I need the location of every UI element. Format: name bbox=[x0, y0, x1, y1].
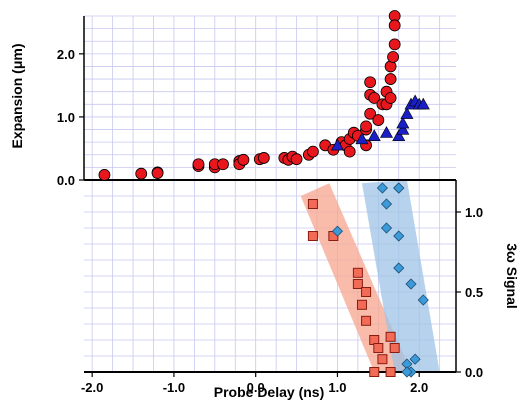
circle-point bbox=[217, 158, 229, 171]
circle-point bbox=[364, 107, 377, 120]
circle-point bbox=[135, 167, 148, 180]
circle-point bbox=[364, 76, 377, 89]
diamond-point bbox=[380, 222, 393, 234]
circle-point bbox=[98, 169, 111, 181]
circle-point bbox=[151, 167, 164, 179]
square-point bbox=[352, 267, 363, 278]
square-point bbox=[389, 343, 400, 353]
triangle-point bbox=[416, 97, 430, 110]
x-tick-label: -2.0 bbox=[81, 380, 103, 395]
diamond-point bbox=[409, 353, 421, 365]
y-top-tick-label: 0.0 bbox=[57, 173, 75, 188]
circle-point bbox=[257, 152, 270, 164]
square-point bbox=[385, 367, 396, 377]
triangle-point bbox=[379, 126, 394, 138]
x-tick-label: -1.0 bbox=[163, 380, 185, 395]
y-top-tick-label: 1.0 bbox=[57, 110, 75, 125]
circle-point bbox=[388, 19, 401, 32]
y-bottom-tick-label: 0.0 bbox=[465, 365, 483, 380]
y-axis-label-top: Expansion (μm) bbox=[9, 43, 25, 148]
square-point bbox=[307, 199, 318, 209]
circle-point bbox=[360, 120, 372, 133]
circle-point bbox=[384, 92, 397, 104]
chart-axes bbox=[79, 16, 461, 377]
diamond-point bbox=[401, 366, 413, 378]
triangle-point bbox=[355, 132, 369, 145]
circle-point bbox=[343, 145, 356, 158]
circle-point bbox=[388, 38, 401, 51]
diamond-point bbox=[380, 198, 393, 210]
x-axis-label: Probe Delay (ns) bbox=[214, 384, 324, 400]
diamond-point bbox=[417, 294, 429, 306]
square-point bbox=[361, 287, 372, 297]
circle-point bbox=[307, 145, 319, 158]
diamond-point bbox=[393, 182, 405, 194]
tick-labels: -2.0 -1.0 0.0 1.0 2.0 0.0 1.0 2.0 0.0 0.5 1.0 bbox=[57, 47, 483, 395]
triangle-point bbox=[367, 129, 381, 141]
circle-point bbox=[387, 51, 399, 63]
x-tick-label: 0.0 bbox=[247, 380, 265, 395]
square-point bbox=[385, 331, 396, 342]
square-point bbox=[361, 315, 372, 326]
diamond-point bbox=[376, 182, 388, 194]
x-tick-label: 2.0 bbox=[410, 380, 428, 395]
diamond-point bbox=[393, 262, 405, 274]
square-point bbox=[356, 299, 367, 310]
diamond-point bbox=[331, 225, 344, 237]
diamond-point bbox=[405, 278, 417, 290]
y-top-tick-label: 2.0 bbox=[57, 47, 75, 62]
y-axis-label-bottom: 3ω Signal bbox=[504, 243, 520, 309]
circle-point bbox=[192, 158, 205, 171]
triangle-point bbox=[400, 107, 414, 119]
triangle-point bbox=[330, 138, 344, 151]
triangle-point bbox=[392, 129, 406, 141]
square-point bbox=[373, 343, 384, 353]
x-tick-label: 1.0 bbox=[328, 380, 346, 395]
circle-point bbox=[290, 153, 303, 166]
square-point bbox=[369, 367, 380, 377]
square-point bbox=[307, 231, 318, 241]
triangle-point bbox=[396, 122, 410, 135]
y-bottom-tick-label: 0.5 bbox=[465, 285, 483, 300]
data-points bbox=[98, 10, 430, 378]
circle-point bbox=[372, 114, 385, 126]
circle-point bbox=[237, 153, 250, 166]
square-point bbox=[352, 279, 363, 289]
circle-point bbox=[368, 92, 381, 104]
diamond-point bbox=[393, 230, 405, 242]
circle-point bbox=[384, 73, 397, 85]
triangle-point bbox=[396, 116, 410, 129]
y-bottom-tick-label: 1.0 bbox=[465, 205, 483, 220]
square-point bbox=[377, 354, 388, 365]
